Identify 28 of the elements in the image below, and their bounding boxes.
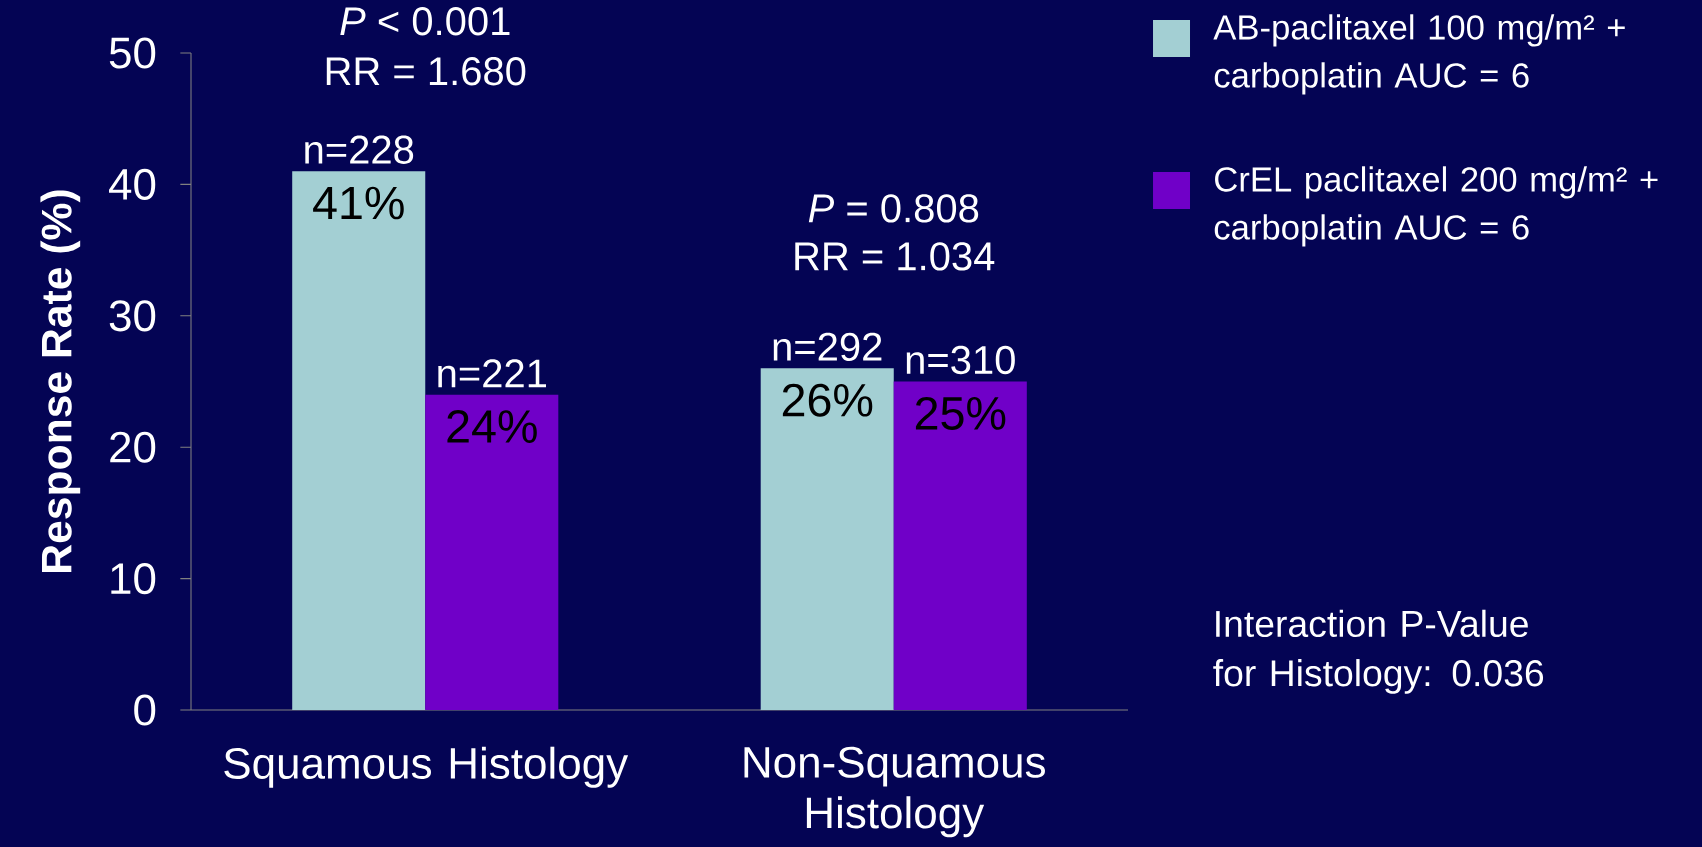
data-label: 26% bbox=[782, 383, 873, 417]
annotation: n=310 bbox=[906, 345, 1015, 375]
y-tick-label: 20 bbox=[110, 431, 156, 463]
text: P < 0.001 bbox=[340, 7, 510, 36]
y-tick-label: 50 bbox=[109, 37, 156, 69]
y-tick-label: 40 bbox=[109, 168, 156, 200]
annotation: n=228 bbox=[305, 135, 414, 164]
annotation: n=292 bbox=[773, 332, 882, 361]
y-tick-label: 0 bbox=[134, 694, 156, 726]
y-axis-title: Response Rate (%) bbox=[40, 190, 81, 572]
bar bbox=[760, 368, 894, 710]
bar bbox=[893, 381, 1027, 710]
data-label: 25% bbox=[915, 396, 1006, 430]
data-label: 41% bbox=[313, 186, 404, 220]
annotation: RR = 1.034 bbox=[795, 242, 995, 271]
annotation: P = 0.808 bbox=[808, 194, 979, 223]
bar bbox=[425, 394, 559, 710]
legend-label: CrEL paclitaxel 200 mg/m² + carboplatin AUC = 6 bbox=[1214, 166, 1658, 247]
y-tick-label: 30 bbox=[109, 300, 156, 332]
y-tick-label: 10 bbox=[111, 563, 156, 595]
x-tick-label: Non-Squamous Histology bbox=[744, 746, 1045, 838]
annotation: RR = 1.680 bbox=[326, 57, 526, 86]
text: Interaction P-Value for Histology: 0.036 bbox=[1213, 609, 1544, 694]
legend-label: AB-paclitaxel 100 mg/m² + carboplatin AUC = 6 bbox=[1213, 14, 1625, 95]
annotation: n=221 bbox=[438, 359, 546, 388]
data-label: 24% bbox=[447, 410, 537, 443]
bar bbox=[292, 171, 426, 710]
x-tick-label: Squamous Histology bbox=[224, 746, 629, 788]
